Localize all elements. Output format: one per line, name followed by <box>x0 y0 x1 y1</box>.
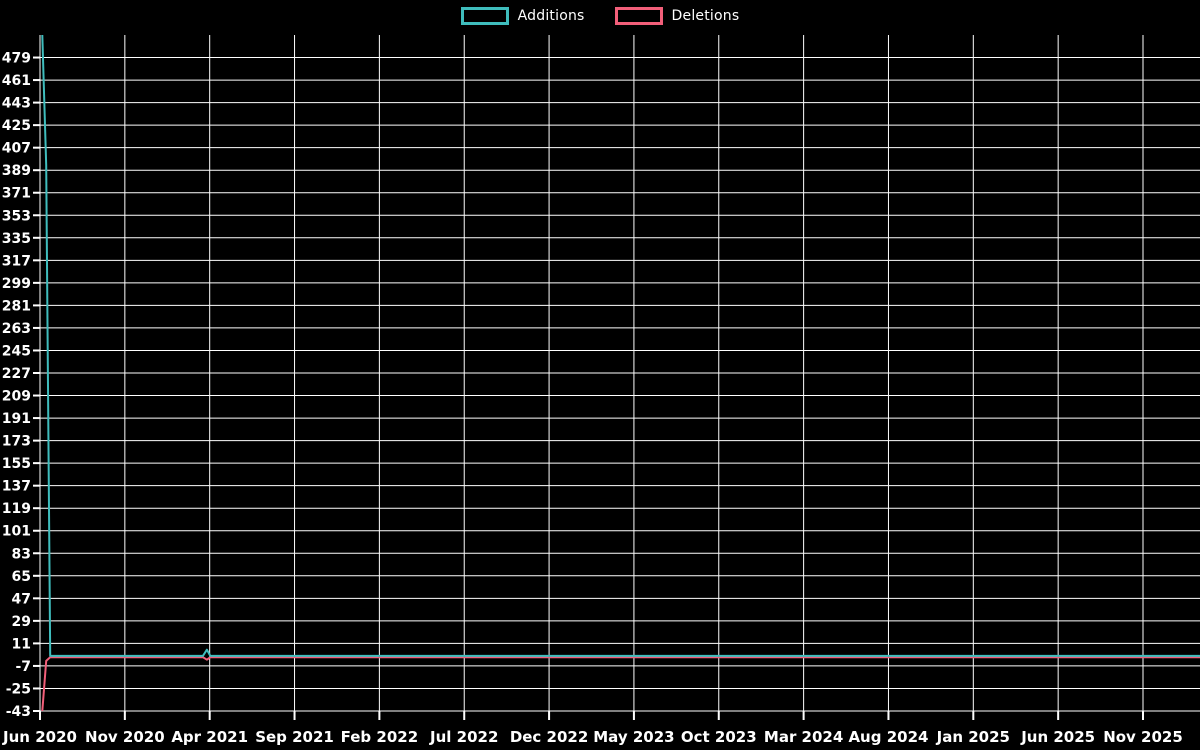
x-tick-label: May 2023 <box>593 728 674 746</box>
y-tick-label: 407 <box>2 141 31 157</box>
y-tick-label: 11 <box>12 636 31 652</box>
additions-line <box>41 34 1200 657</box>
y-tick-label: 47 <box>12 591 31 607</box>
y-tick-label: 137 <box>2 479 31 495</box>
legend: Additions Deletions <box>0 7 1200 25</box>
x-tick-label: Nov 2020 <box>85 728 165 746</box>
y-tick-label: 353 <box>2 208 31 224</box>
y-tick-label: -25 <box>6 681 31 697</box>
y-tick-label: 335 <box>2 231 31 247</box>
x-tick-label: Jul 2022 <box>429 728 498 746</box>
legend-label: Additions <box>517 8 585 24</box>
y-tick-label: 83 <box>12 546 31 562</box>
y-tick-label: 101 <box>2 524 31 540</box>
y-tick-label: 299 <box>2 276 31 292</box>
y-tick-label: 65 <box>12 569 31 585</box>
deletions-line <box>41 656 1200 712</box>
x-tick-label: Aug 2024 <box>848 728 928 746</box>
y-tick-label: 209 <box>2 389 31 405</box>
deletions-swatch-icon <box>614 7 663 25</box>
y-tick-label: 119 <box>2 501 31 517</box>
x-tick-label: Dec 2022 <box>510 728 589 746</box>
additions-swatch-icon <box>460 7 509 25</box>
y-tick-label: 227 <box>2 366 31 382</box>
y-tick-label: 461 <box>2 73 31 89</box>
y-tick-label: -43 <box>6 704 31 720</box>
y-tick-label: 281 <box>2 298 31 314</box>
y-tick-label: 479 <box>2 51 31 67</box>
y-tick-label: 263 <box>2 321 31 337</box>
x-tick-label: Sep 2021 <box>255 728 334 746</box>
y-tick-label: -7 <box>15 659 31 675</box>
y-tick-label: 29 <box>12 614 31 630</box>
x-tick-label: Nov 2025 <box>1103 728 1183 746</box>
y-tick-label: 245 <box>2 343 31 359</box>
y-tick-label: 317 <box>2 253 31 269</box>
x-tick-label: Apr 2021 <box>171 728 248 746</box>
y-tick-label: 371 <box>2 186 31 202</box>
x-tick-label: Mar 2024 <box>764 728 843 746</box>
y-tick-label: 155 <box>2 456 31 472</box>
y-tick-label: 191 <box>2 411 31 427</box>
legend-label: Deletions <box>671 8 740 24</box>
y-tick-label: 389 <box>2 163 31 179</box>
y-gridlines: 479 461 443 425 407 389 371 353 335 317 299 281 263 2… <box>2 51 1200 720</box>
y-tick-label: 425 <box>2 118 31 134</box>
x-tick-label: Jun 2020 <box>2 728 77 746</box>
y-tick-label: 443 <box>2 96 31 112</box>
x-tick-label: Feb 2022 <box>341 728 419 746</box>
legend-item-deletions[interactable]: Deletions <box>614 7 740 25</box>
legend-item-additions[interactable]: Additions <box>460 7 585 25</box>
x-tick-label: Oct 2023 <box>681 728 757 746</box>
x-tick-label: Jan 2025 <box>936 728 1010 746</box>
x-gridlines: Jun 2020 Nov 2020 Apr 2021 Sep 2021 Feb 2022… <box>2 35 1183 746</box>
x-tick-label: Jun 2025 <box>1020 728 1095 746</box>
y-tick-label: 173 <box>2 434 31 450</box>
